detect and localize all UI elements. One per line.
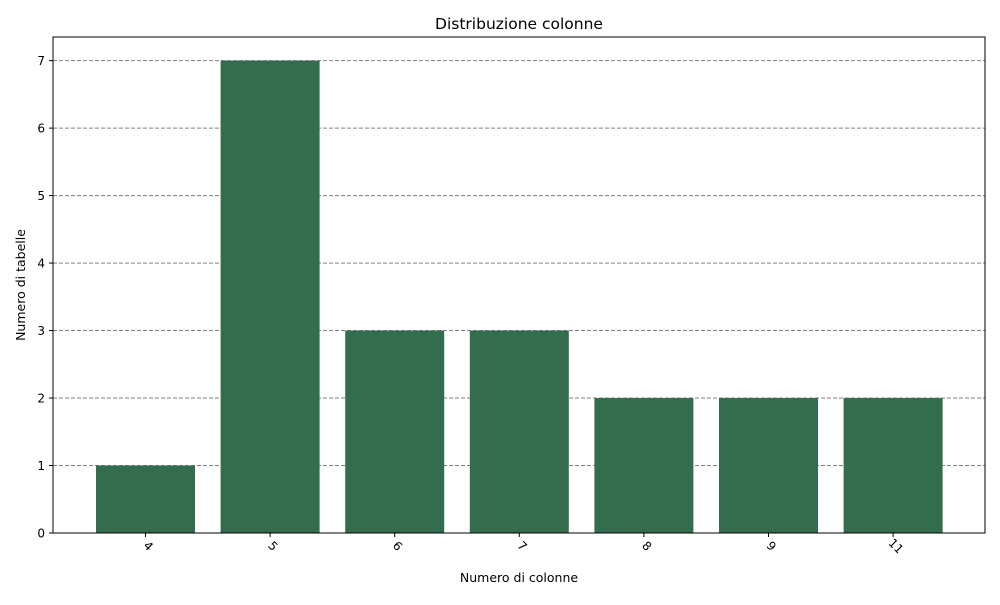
y-axis-title: Numero di tabelle — [13, 229, 28, 341]
y-tick-label-5: 5 — [37, 189, 45, 203]
x-tick-label-9: 9 — [764, 539, 779, 554]
x-tick-label-5: 5 — [265, 539, 280, 554]
x-tick-label-8: 8 — [639, 539, 654, 554]
y-tick-label-2: 2 — [37, 392, 45, 406]
x-axis-ticks: 4 5 6 7 8 9 11 — [141, 533, 907, 557]
x-axis-title: Numero di colonne — [460, 570, 578, 585]
bar-8 — [594, 398, 694, 533]
chart-title: Distribuzione colonne — [435, 15, 603, 33]
y-tick-label-3: 3 — [37, 324, 45, 338]
y-tick-label-0: 0 — [37, 527, 45, 541]
bar-5 — [220, 60, 320, 533]
y-tick-label-6: 6 — [37, 122, 45, 136]
x-tick-label-6: 6 — [390, 539, 405, 554]
bar-7 — [469, 330, 569, 533]
x-tick-label-4: 4 — [141, 539, 156, 554]
bar-6 — [345, 330, 445, 533]
y-axis-ticks: 0 1 2 3 4 5 6 7 — [37, 54, 53, 541]
bar-4 — [96, 465, 195, 533]
x-tick-label-7: 7 — [514, 539, 529, 554]
bars — [96, 60, 943, 533]
x-tick-label-11: 11 — [886, 536, 907, 557]
bar-9 — [719, 398, 818, 533]
bar-11 — [843, 398, 943, 533]
y-tick-label-4: 4 — [37, 257, 45, 271]
y-tick-label-1: 1 — [37, 459, 45, 473]
y-tick-label-7: 7 — [37, 54, 45, 68]
